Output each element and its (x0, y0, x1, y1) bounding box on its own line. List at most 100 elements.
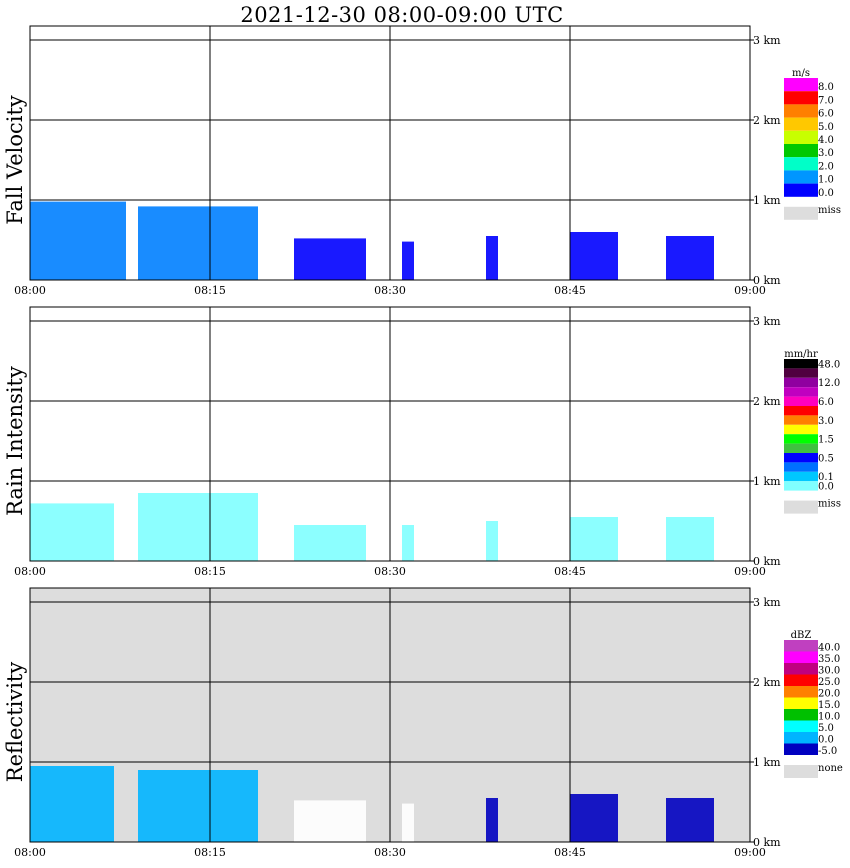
legend-missing-label: miss (818, 205, 841, 216)
legend-swatch (784, 697, 818, 709)
legend-swatch (784, 415, 818, 425)
legend-label: 6.0 (818, 397, 834, 408)
echo-cell (666, 236, 714, 280)
chart-title: 2021-12-30 08:00-09:00 UTC (240, 3, 564, 27)
plot-frame (29, 25, 751, 281)
legend-swatch (784, 720, 818, 732)
echo-cell (666, 798, 714, 842)
legend-label: 40.0 (818, 643, 840, 654)
x-tick-label: 08:15 (194, 846, 226, 859)
legend-label: 1.0 (818, 175, 834, 186)
legend-missing-swatch (784, 500, 818, 514)
legend-swatch (784, 359, 818, 369)
echo-cell (570, 232, 618, 280)
legend-swatch (784, 732, 818, 744)
y-tick-label: 2 km (753, 395, 781, 408)
echo-cell (138, 493, 258, 561)
y-tick-label: 3 km (753, 34, 781, 47)
echo-cell (402, 803, 414, 842)
legend-swatch (784, 78, 818, 92)
legend-swatch (784, 91, 818, 105)
y-tick-label: 0 km (753, 555, 781, 568)
legend-swatch (784, 434, 818, 444)
echo-cell (570, 517, 618, 561)
x-tick-label: 08:30 (374, 846, 406, 859)
y-tick-label: 2 km (753, 114, 781, 127)
legend-label: 15.0 (818, 700, 840, 711)
x-tick-label: 08:15 (194, 565, 226, 578)
legend-swatch (784, 462, 818, 472)
x-tick-label: 08:45 (554, 565, 586, 578)
legend-missing-label: miss (818, 499, 841, 510)
legend-label: 30.0 (818, 666, 840, 677)
legend-swatch (784, 674, 818, 686)
legend-swatch (784, 406, 818, 416)
legend-label: 2.0 (818, 161, 834, 172)
legend-missing-swatch (784, 206, 818, 220)
x-tick-label: 08:00 (14, 284, 46, 297)
legend-label: 3.0 (818, 416, 834, 427)
legend-swatch (784, 743, 818, 755)
y-tick-label: 0 km (753, 836, 781, 849)
legend-swatch (784, 144, 818, 158)
legend-swatch (784, 471, 818, 482)
legend-unit: mm/hr (784, 349, 818, 360)
x-tick-label: 08:30 (374, 565, 406, 578)
legend: dBZ 40.035.030.025.020.015.010.05.00.0-5.… (784, 630, 843, 778)
y-tick-label: 3 km (753, 596, 781, 609)
echo-cell (666, 517, 714, 561)
legend-missing-swatch (784, 765, 818, 778)
legend-swatch (784, 651, 818, 663)
legend-swatch (784, 481, 818, 491)
legend-swatch (784, 443, 818, 453)
legend-swatch (784, 104, 818, 118)
plot-frame (29, 306, 751, 562)
legend-label: 7.0 (818, 95, 834, 106)
legend-swatch (784, 130, 818, 144)
echo-cell (486, 521, 498, 561)
legend: m/s 8.0 7.0 6.0 5.0 4.0 3.0 2.0 1.0 0.0 miss (784, 68, 841, 220)
legend-swatch (784, 368, 818, 378)
legend-label: 1.5 (818, 435, 834, 446)
echo-cell (30, 503, 114, 561)
legend-swatch (784, 424, 818, 435)
legend-label: 10.0 (818, 712, 840, 723)
legend-label: 5.0 (818, 723, 834, 734)
echo-cell (486, 236, 498, 280)
legend-label: -5.0 (818, 746, 837, 757)
x-tick-label: 08:00 (14, 846, 46, 859)
legend-missing-label: none (818, 763, 843, 774)
x-tick-label: 08:15 (194, 284, 226, 297)
x-tick-label: 09:00 (734, 284, 766, 297)
legend-label: 20.0 (818, 689, 840, 700)
echo-cell (402, 241, 414, 280)
echo-cell (294, 800, 366, 842)
legend-label: 12.0 (818, 378, 840, 389)
y-tick-label: 1 km (753, 194, 781, 207)
legend-swatch (784, 686, 818, 698)
x-tick-label: 08:30 (374, 284, 406, 297)
legend-swatch (784, 396, 818, 406)
legend-unit: m/s (792, 68, 810, 79)
legend-swatch (784, 377, 818, 388)
legend-label: 48.0 (818, 359, 840, 370)
legend-label: 0.0 (818, 482, 834, 493)
x-tick-label: 09:00 (734, 846, 766, 859)
legend-label: 25.0 (818, 677, 840, 688)
x-tick-label: 08:45 (554, 284, 586, 297)
legend-label: 0.0 (818, 735, 834, 746)
legend-swatch (784, 640, 818, 652)
legend-swatch (784, 453, 818, 463)
legend-unit: dBZ (791, 630, 812, 641)
legend-swatch (784, 157, 818, 171)
legend-label: 0.5 (818, 453, 834, 464)
legend-label: 5.0 (818, 122, 834, 133)
echo-cell (402, 525, 414, 561)
y-tick-label: 0 km (753, 274, 781, 287)
legend-swatch (784, 183, 818, 197)
x-tick-label: 08:45 (554, 846, 586, 859)
panel-reflectivity: 0 km 1 km 2 km 3 km 08:00 08:15 08:30 08:45 09:0… (14, 587, 843, 859)
legend-swatch (784, 387, 818, 397)
